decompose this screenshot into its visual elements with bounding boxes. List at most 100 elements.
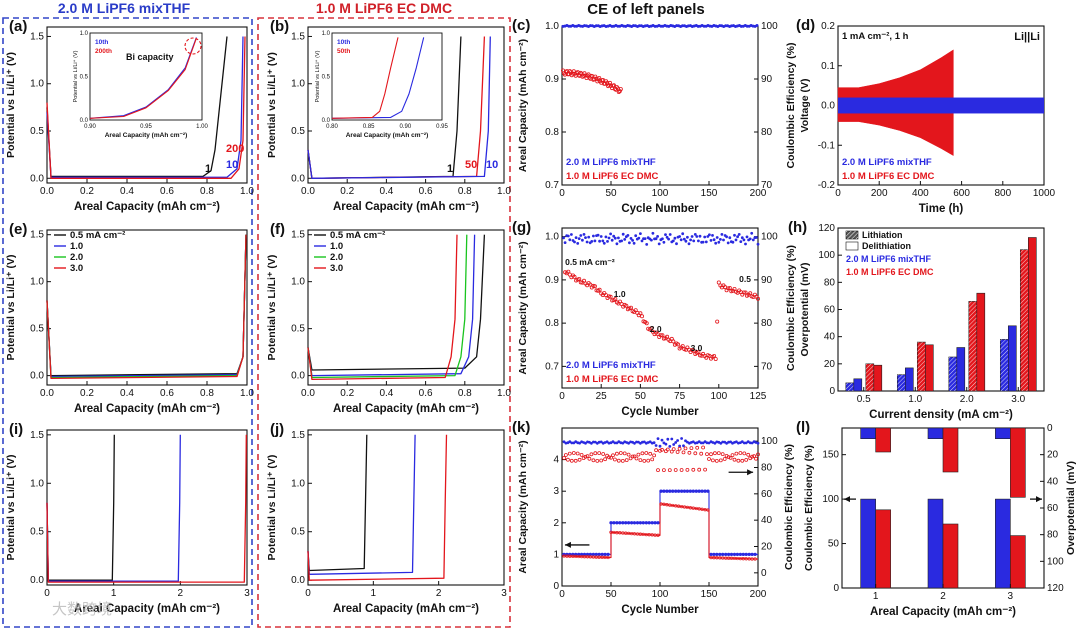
j-series-1-mAh (307, 434, 368, 572)
k-ce-point-ecdmc (601, 452, 606, 456)
c-legend-mixthf: 2.0 M LiPF6 mixTHF (566, 157, 656, 168)
g-legend-mixthf: 2.0 M LiPF6 mixTHF (566, 360, 656, 371)
k-capacity-point (747, 552, 751, 557)
k-ce-point-ecdmc (630, 454, 635, 459)
k-capacity-point (729, 556, 734, 560)
g-point-ecdmc (649, 326, 654, 331)
k-ce-point-ecdmc (740, 458, 745, 463)
k-ce-point-ecdmc (705, 452, 709, 457)
g-point-ecdmc (644, 321, 649, 326)
g-panel-label: (g) (512, 219, 531, 236)
k-ce-point-ecdmc (632, 454, 637, 459)
g-point-mixthf (598, 239, 601, 243)
a-inset-xtick-label: 1.00 (196, 124, 208, 130)
g-point-mixthf (574, 236, 578, 240)
k-ce-point-ecdmc (756, 452, 760, 457)
g-point-mixthf (615, 242, 619, 246)
d-panel-label: (d) (796, 17, 815, 34)
k-capacity-point (662, 489, 666, 493)
j-xtick-label: 3 (501, 588, 507, 599)
g-point-ecdmc (572, 274, 577, 279)
e-ytick-label: 1.0 (30, 277, 44, 288)
h-x-axis-title: Current density (mA cm⁻²) (869, 409, 1013, 421)
g-point-mixthf (587, 235, 591, 239)
l-ytick-label: 0 (833, 583, 839, 594)
c-point-ecdmc (593, 74, 598, 79)
k-y2tick-label: 100 (761, 436, 778, 447)
g-point-mixthf (667, 237, 670, 241)
k-capacity-point (582, 555, 587, 559)
i-xtick-label: 3 (244, 588, 250, 599)
d-xtick-label: 600 (953, 188, 970, 199)
g-point-mixthf (643, 237, 647, 241)
g-point-mixthf (722, 238, 725, 242)
e-series-3-0 (46, 234, 247, 380)
k-capacity-point (615, 521, 619, 525)
a-panel-label: (a) (9, 18, 27, 35)
e-xtick-label: 0.0 (40, 388, 54, 399)
g-point-mixthf (687, 242, 691, 246)
h-legend-mixthf: 2.0 M LiPF6 mixTHF (846, 254, 932, 264)
a-inset-highlight-circle (184, 37, 202, 55)
k-capacity-point (656, 521, 660, 525)
g-point-ecdmc (680, 344, 685, 349)
b-inset-xtick-label: 0.90 (399, 124, 411, 130)
f-xtick-label: 0.6 (419, 388, 433, 399)
i-xtick-label: 2 (178, 588, 184, 599)
b-xtick-label: 0.8 (458, 186, 472, 197)
k-ce-point-ecdmc (615, 451, 619, 456)
b-xtick-label: 0.0 (301, 186, 315, 197)
a-ytick-label: 0.5 (30, 126, 44, 137)
g-point-mixthf (568, 238, 572, 242)
panel-f: 0.0 0.2 0.4 0.6 0.8 1.0 0.0 0.5 1.0 1.5 (f) Areal C… (266, 221, 511, 415)
l-overpotential-bar (875, 427, 891, 453)
f-y-axis-title: Potential vs Li/Li⁺ (V) (266, 255, 278, 361)
k-ce-point-ecdmc (716, 451, 721, 456)
b-inset-ytick-label: 0.5 (322, 75, 331, 81)
k-capacity-point (621, 521, 625, 525)
g-point-mixthf (610, 238, 614, 242)
j-ytick-label: 0.0 (291, 575, 305, 586)
k-capacity-point (676, 504, 681, 508)
g-point-mixthf (708, 233, 711, 237)
g-point-ecdmc (578, 280, 583, 285)
a-series-200th (46, 36, 246, 179)
g-legend-ecdmc: 1.0 M LiPF6 EC DMC (566, 374, 659, 385)
k-xtick-label: 0 (559, 589, 565, 600)
k-ce-point-ecdmc (714, 458, 719, 463)
g-point-mixthf (664, 233, 667, 237)
k-ce-point-ecdmc (566, 457, 570, 462)
k-capacity-point (626, 521, 631, 525)
g-point-ecdmc (597, 287, 602, 292)
g-ytick-label: 0.8 (545, 318, 559, 329)
h-legend-delithiation: Delithiation (862, 241, 911, 251)
k-ytick-label: 4 (553, 455, 559, 466)
k-capacity-point (679, 489, 684, 493)
g-point-ecdmc (665, 334, 670, 339)
g-point-ecdmc (712, 353, 717, 358)
k-capacity-point (665, 489, 669, 493)
k-ce-point-ecdmc (754, 456, 758, 461)
k-arrowhead-right (747, 469, 754, 476)
k-ce-point-ecdmc (571, 451, 576, 455)
k-capacity-point (735, 556, 740, 561)
l-ce-bar (875, 509, 891, 589)
k-ce-point-ecdmc (573, 458, 578, 463)
j-ytick-label: 0.5 (291, 527, 305, 538)
k-ce-point-ecdmc (599, 458, 604, 463)
k-capacity-point (676, 489, 681, 493)
g-point-mixthf (657, 242, 661, 246)
k-capacity-point (685, 505, 690, 510)
a-inset-xtick-label: 0.90 (84, 124, 96, 130)
k-ce-point-ecdmc (667, 468, 672, 473)
a-xtick-label: 0.8 (200, 186, 214, 197)
k-capacity-point (688, 489, 693, 493)
k-ce-point-ecdmc (611, 453, 615, 458)
k-ce-point-ecdmc (585, 454, 590, 459)
k-capacity-point (612, 521, 616, 525)
g-point-mixthf (593, 239, 597, 243)
h-bar (1007, 325, 1017, 392)
k-ce-point-ecdmc (634, 456, 639, 461)
j-series-3-mAh (307, 434, 448, 581)
g-point-mixthf (654, 237, 658, 241)
